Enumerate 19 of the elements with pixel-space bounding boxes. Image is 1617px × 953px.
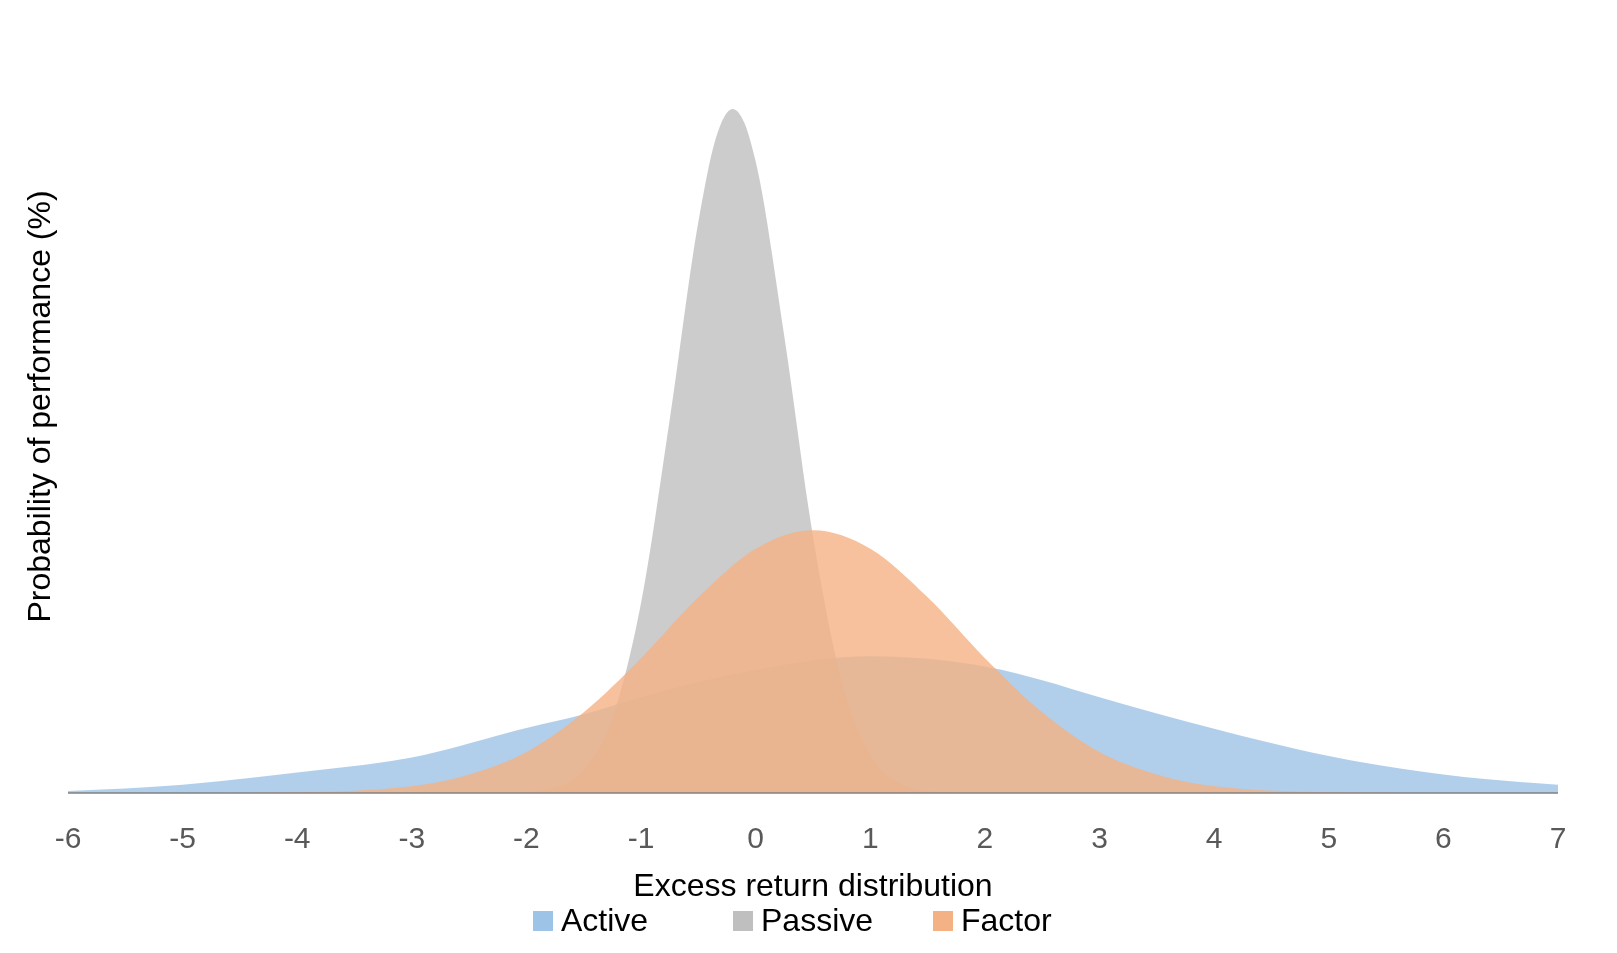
x-tick-label: 3 (1091, 821, 1108, 854)
legend-label: Active (561, 902, 649, 938)
x-tick-label: 7 (1549, 821, 1567, 854)
y-axis-title: Probability of performance (%) (21, 190, 57, 623)
x-tick-label: 4 (1205, 821, 1223, 854)
x-tick-label: -2 (513, 821, 540, 854)
x-tick-label: -4 (283, 821, 311, 854)
x-tick-label: 0 (747, 821, 765, 854)
legend-label: Factor (961, 902, 1053, 938)
x-tick-label: 5 (1320, 821, 1338, 854)
x-tick-label: -5 (169, 821, 196, 854)
x-tick-label: 2 (976, 821, 994, 854)
x-tick-label: -1 (627, 821, 655, 854)
x-tick-label: -6 (54, 821, 82, 854)
x-axis-title: Excess return distribution (633, 867, 993, 903)
x-tick-label: -3 (398, 821, 426, 854)
x-tick-label: 1 (861, 821, 879, 854)
x-tick-label: 6 (1435, 821, 1452, 854)
legend-label: Passive (761, 902, 874, 938)
